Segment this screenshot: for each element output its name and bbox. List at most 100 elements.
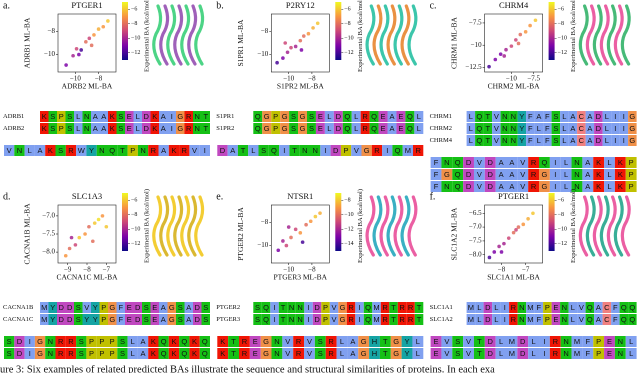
residue: D [220,146,226,155]
residue: L [532,337,536,346]
residue-cell [262,123,272,134]
colorbar-tick-label: −6 [558,198,564,204]
residue: L [469,112,473,121]
residue: A [596,315,601,324]
residue: L [477,315,481,324]
residue: R [511,303,517,312]
y-tick-label: −6.5 [469,209,482,217]
residue-cell [361,145,372,156]
residue-cell [441,157,453,168]
residue: V [444,337,449,346]
residue-cell [168,348,180,359]
residue-cell [560,181,572,192]
data-point [299,48,304,52]
residue-cell [517,348,529,359]
structure-ribbon [187,4,198,66]
residue-cell [253,111,263,122]
structure-ribbon [613,195,624,257]
residue-cell [193,123,202,134]
residue: N [99,146,104,155]
panel-title: PTGER1 [498,191,529,201]
residue-cell [396,111,406,122]
residue-cell [495,181,507,192]
residue-cell [441,348,453,359]
residue-cell [484,157,496,168]
x-tick-label: −8 [83,266,91,274]
residue-cell [473,157,485,168]
residue: E [434,349,439,358]
residue-cell [253,314,262,325]
residue-cell [261,314,271,325]
residue: P [110,349,115,358]
residue-cell [430,181,442,192]
residue-cell [299,145,310,156]
residue-cell [369,111,379,122]
residue: A [161,146,166,155]
residue-cell [604,348,615,359]
residue-cell [551,314,561,325]
residue-cell [560,314,569,325]
residue: I [171,124,173,133]
residue: V [477,158,482,167]
x-tick-label: −8 [498,266,506,274]
residue: F [545,124,550,133]
residue-cell [189,336,200,347]
residue-cell [526,314,535,325]
residue: A [350,349,355,358]
residue: F [118,315,123,324]
residue: G [629,136,635,145]
residue-cell [351,123,361,134]
residue-cell [625,336,637,347]
residue-cell [483,111,493,122]
residue: S [120,337,125,346]
data-point [84,40,88,44]
residue: N [502,112,507,121]
residue-cell [82,111,91,122]
residue: N [511,112,516,121]
residue: Q [109,146,115,155]
residue-cell [189,145,200,156]
residue: V [192,146,197,155]
residue: N [312,146,317,155]
residue: N [84,112,89,121]
colorbar [122,193,128,251]
residue-cell [387,111,397,122]
residue: N [274,337,279,346]
residue-cell [96,145,107,156]
residue: K [151,349,156,358]
residue-cell [142,123,151,134]
structure-ribbon [578,4,589,66]
residue-cell [306,123,316,134]
data-point [89,43,94,48]
residue-cell [261,302,271,313]
residue: E [253,349,258,358]
residue: A [93,112,98,121]
residue-cell [430,348,442,359]
residue-cell [57,302,66,313]
residue: N [48,337,53,346]
residue: E [318,124,323,133]
residue-cell [452,181,464,192]
structure-ribbon [166,4,177,66]
residue: L [537,136,541,145]
residue: Y [89,146,94,155]
residue-cell [593,348,605,359]
structure-ribbon [599,195,610,257]
x-tick-label: −10 [283,75,294,83]
residue: L [327,112,331,121]
residue-cell [167,314,176,325]
structure-ribbon [152,195,163,257]
residue: N [302,146,307,155]
residue: N [562,303,567,312]
residue: C [579,124,585,133]
data-point [281,239,285,243]
residue: V [444,349,449,358]
residue-cell [611,135,620,146]
residue-cell [179,336,190,347]
residue: Q [476,112,482,121]
residue: P [273,112,278,121]
residue: F [586,337,591,346]
residue-cell [594,123,603,134]
residue: D [314,303,320,312]
residue: P [99,337,104,346]
